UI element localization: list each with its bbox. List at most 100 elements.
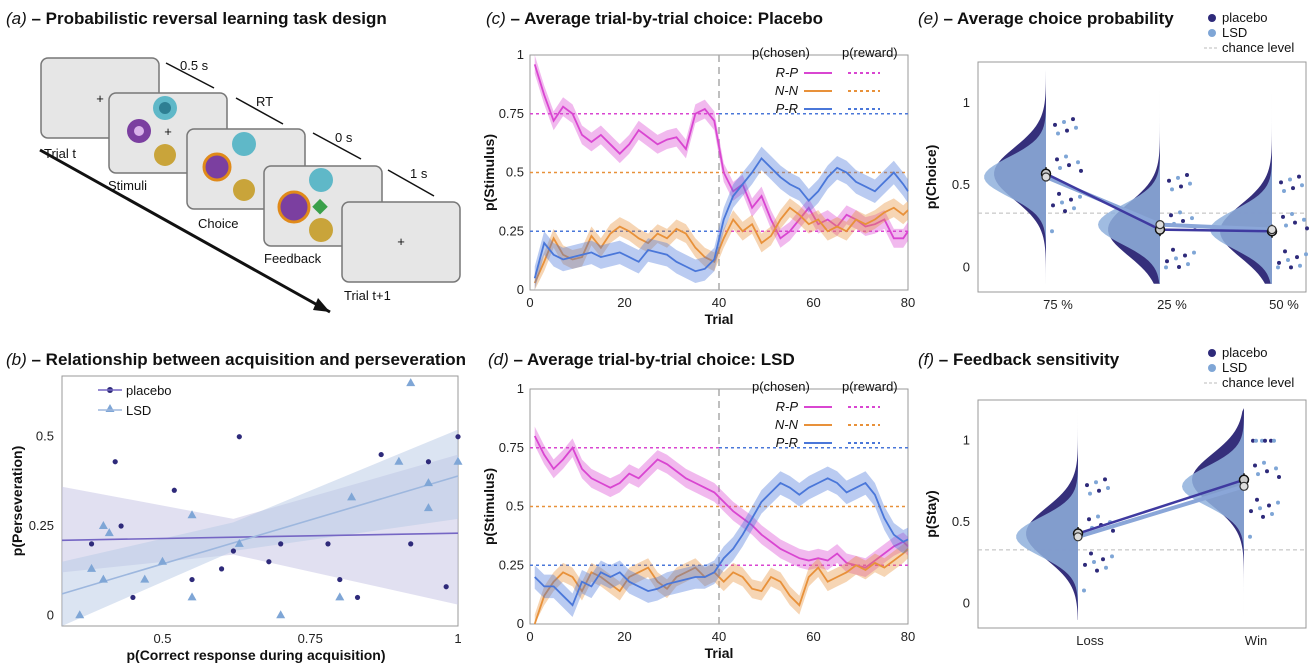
lsd-point	[104, 528, 114, 537]
participant-point	[1288, 177, 1292, 182]
panel-a-task-design: (a) – Probabilistic reversal learning ta…	[6, 9, 461, 314]
lsd-mean-point	[1041, 172, 1051, 182]
legend-lsd-label: LSD	[1222, 25, 1247, 40]
participant-point	[1101, 557, 1105, 562]
participant-point	[1053, 122, 1057, 127]
x-tick-label: 20	[617, 295, 631, 310]
participant-point	[1167, 178, 1171, 183]
y-axis-label: p(Stay)	[923, 490, 939, 537]
participant-point	[1263, 438, 1267, 443]
x-tick-label: 75 %	[1043, 297, 1073, 312]
participant-point	[1279, 180, 1283, 185]
participant-point	[1174, 256, 1178, 261]
y-tick-label: 0	[963, 596, 970, 611]
participant-point	[1062, 119, 1066, 124]
participant-point	[1178, 210, 1182, 215]
participant-point	[1260, 438, 1264, 443]
timing-arrow-4	[387, 169, 435, 197]
participant-point	[1289, 265, 1293, 270]
panel-c-title: (c) – Average trial-by-trial choice: Pla…	[486, 9, 823, 28]
label-choice: Choice	[198, 216, 238, 231]
violin-lsd	[1182, 408, 1244, 620]
feedback-icon-gold	[309, 218, 333, 242]
timing-0s: 0 s	[335, 130, 353, 145]
participant-point	[1085, 483, 1089, 488]
lsd-mean-point	[1155, 220, 1165, 230]
y-tick-label: 0.75	[499, 440, 524, 455]
participant-point	[1249, 509, 1253, 514]
participant-point	[1103, 477, 1107, 482]
timing-arrow-2	[235, 97, 284, 125]
participant-point	[1106, 485, 1110, 490]
x-tick-label: Win	[1245, 633, 1267, 648]
placebo-point	[171, 487, 177, 493]
participant-point	[1256, 472, 1260, 477]
participant-point	[1082, 588, 1086, 593]
lsd-point	[394, 456, 404, 465]
x-tick-label: 25 %	[1157, 297, 1187, 312]
x-tick-label: 40	[712, 629, 726, 644]
participant-point	[1192, 250, 1196, 255]
panel-b-scatter: 0.5 0.75 100.250.5p(Correct response durin…	[9, 375, 463, 663]
x-tick-label: 0.75	[298, 631, 323, 646]
legend-label-n-n: N-N	[775, 417, 799, 432]
x-tick-label: 50 %	[1269, 297, 1299, 312]
participant-point	[1097, 488, 1101, 493]
participant-point	[1064, 154, 1068, 159]
participant-point	[1277, 260, 1281, 265]
y-tick-label: 0.25	[499, 557, 524, 572]
panel-a-title: (a) – Probabilistic reversal learning ta…	[6, 9, 387, 28]
choice-icon-selected	[202, 152, 232, 182]
lsd-point	[98, 521, 108, 529]
lsd-mean-point	[1239, 481, 1249, 491]
placebo-point	[425, 459, 432, 465]
x-tick-label: 20	[617, 629, 631, 644]
lsd-mean-line	[1077, 484, 1245, 539]
y-tick-label: 0	[517, 616, 524, 631]
placebo-point	[236, 434, 242, 440]
stimulus-icon-gold	[154, 144, 176, 166]
participant-point	[1089, 551, 1093, 556]
lsd-point	[75, 610, 85, 619]
timeline-arrow	[39, 148, 331, 314]
legend-label-p-r: P-R	[776, 435, 798, 450]
lsd-point	[187, 592, 197, 601]
series-r-p-line	[533, 64, 909, 240]
label-feedback: Feedback	[264, 251, 322, 266]
participant-point	[1290, 211, 1294, 216]
participant-point	[1181, 218, 1185, 223]
participant-point	[1281, 214, 1285, 219]
participant-point	[1277, 474, 1281, 479]
series-p-r-sem-band	[534, 146, 908, 290]
legend-header-reward: p(reward)	[842, 45, 898, 60]
y-tick-label: 0.5	[952, 514, 970, 529]
participant-point	[1074, 125, 1078, 130]
participant-point	[1092, 560, 1096, 565]
participant-point	[1267, 503, 1271, 508]
series-r-p-sem-band	[534, 55, 908, 248]
y-tick-label: 1	[963, 433, 970, 448]
participant-point	[1190, 216, 1194, 221]
y-tick-label: 0	[517, 282, 524, 297]
lsd-point	[347, 492, 357, 501]
participant-point	[1282, 188, 1286, 193]
x-tick-label: 60	[806, 295, 820, 310]
series-p-r-line	[534, 477, 909, 607]
legend-header-chosen: p(chosen)	[752, 45, 810, 60]
y-tick-label: 0.5	[506, 499, 524, 514]
placebo-point	[278, 541, 284, 547]
timeline-arrowhead	[313, 298, 330, 312]
x-tick-label: 1	[454, 631, 461, 646]
participant-point	[1302, 217, 1306, 222]
participant-point	[1104, 565, 1108, 570]
timing-05s: 0.5 s	[180, 58, 209, 73]
y-tick-label: 1	[963, 95, 970, 110]
y-tick-label: 1	[517, 381, 524, 396]
y-tick-label: 0	[47, 607, 54, 622]
x-axis-label: Trial	[705, 645, 734, 661]
participant-point	[1095, 568, 1099, 573]
y-tick-label: 1	[517, 47, 524, 62]
participant-point	[1056, 131, 1060, 136]
lsd-point	[140, 574, 150, 583]
